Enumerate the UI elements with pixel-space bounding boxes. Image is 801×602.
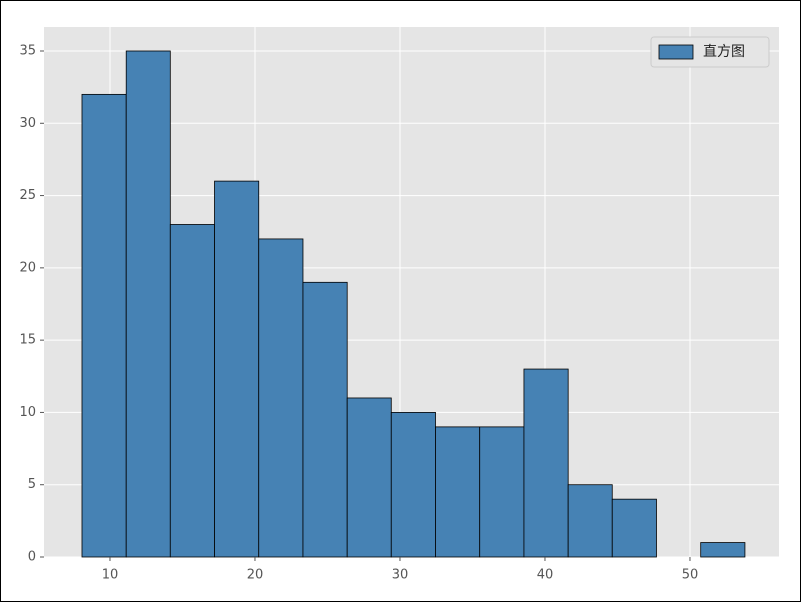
- bar: [125, 50, 171, 558]
- y-tick-label: 10: [19, 405, 36, 420]
- bar: [523, 368, 569, 558]
- bar: [611, 498, 657, 558]
- legend-label: 直方图: [703, 43, 745, 60]
- legend-box: [650, 36, 770, 68]
- x-tick-label: 30: [392, 568, 409, 583]
- bar: [258, 238, 304, 558]
- x-tick-label: 40: [537, 568, 554, 583]
- y-tick-label: 5: [28, 477, 36, 492]
- bar: [700, 542, 746, 558]
- legend-swatch: [658, 44, 694, 60]
- x-tick-label: 20: [247, 568, 264, 583]
- y-tick-label: 0: [28, 550, 36, 565]
- bar: [169, 224, 215, 558]
- bar: [567, 484, 613, 558]
- x-tick-label: 10: [102, 568, 119, 583]
- y-tick-label: 35: [19, 43, 36, 58]
- bar: [479, 426, 525, 558]
- bar: [214, 180, 260, 558]
- y-tick-label: 25: [19, 188, 36, 203]
- bar: [81, 93, 127, 558]
- y-tick-label: 15: [19, 333, 36, 348]
- bar: [390, 412, 436, 558]
- bar: [435, 426, 481, 558]
- bar: [346, 397, 392, 558]
- bar: [302, 281, 348, 558]
- y-tick-label: 30: [19, 116, 36, 131]
- x-tick-label: 50: [682, 568, 699, 583]
- y-tick-label: 20: [19, 260, 36, 275]
